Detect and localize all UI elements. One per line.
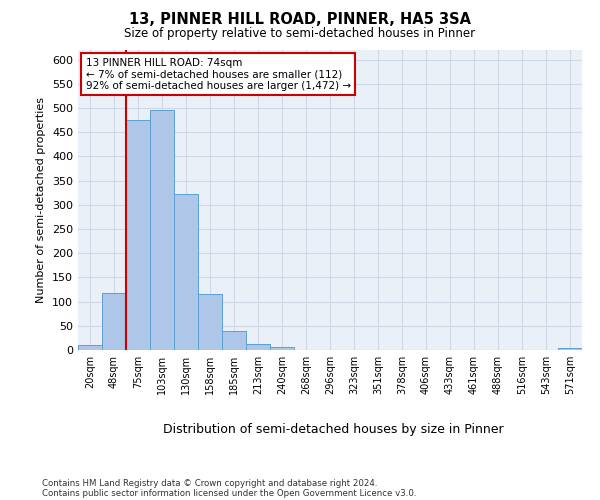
Bar <box>222 330 246 350</box>
Bar <box>270 347 294 350</box>
Bar <box>174 194 198 350</box>
Text: 13, PINNER HILL ROAD, PINNER, HA5 3SA: 13, PINNER HILL ROAD, PINNER, HA5 3SA <box>129 12 471 28</box>
Bar <box>246 344 270 350</box>
Y-axis label: Number of semi-detached properties: Number of semi-detached properties <box>37 97 46 303</box>
Bar <box>126 120 150 350</box>
Bar <box>558 348 582 350</box>
Bar <box>198 294 222 350</box>
Text: Size of property relative to semi-detached houses in Pinner: Size of property relative to semi-detach… <box>124 28 476 40</box>
Bar <box>150 110 174 350</box>
Text: Distribution of semi-detached houses by size in Pinner: Distribution of semi-detached houses by … <box>163 422 503 436</box>
Bar <box>102 293 126 350</box>
Text: Contains HM Land Registry data © Crown copyright and database right 2024.: Contains HM Land Registry data © Crown c… <box>42 478 377 488</box>
Text: 13 PINNER HILL ROAD: 74sqm
← 7% of semi-detached houses are smaller (112)
92% of: 13 PINNER HILL ROAD: 74sqm ← 7% of semi-… <box>86 58 350 90</box>
Bar <box>78 345 102 350</box>
Text: Contains public sector information licensed under the Open Government Licence v3: Contains public sector information licen… <box>42 488 416 498</box>
